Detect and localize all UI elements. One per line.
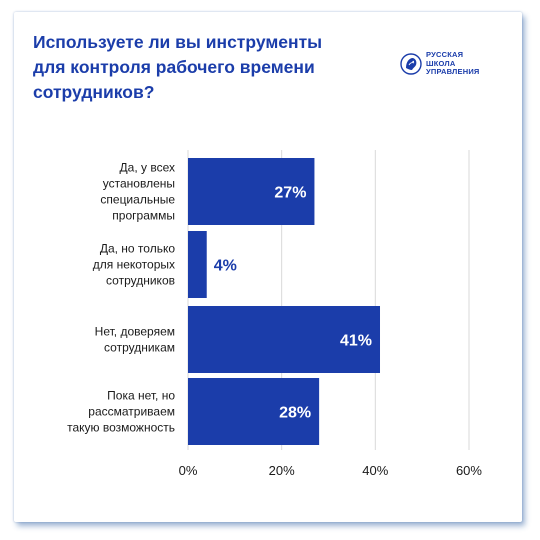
category-label: Пока нет, но рассматриваем такую возможнос… (67, 389, 175, 435)
chart-title: Используете ли вы инструменты для контро… (33, 30, 353, 105)
category-label-line: рассматриваем (88, 405, 175, 419)
bar (188, 378, 320, 445)
chart-title-line-2: для контроля рабочего времени (33, 57, 315, 77)
category-labels: Да, у всех установлены специальные программ… (67, 161, 175, 435)
value-label: 28% (279, 405, 311, 422)
bar (188, 306, 381, 373)
category-label-line: Да, но только (100, 242, 176, 256)
category-label-line: для некоторых (93, 258, 175, 272)
x-tick-label: 20% (269, 463, 295, 478)
chart-title-line-3: сотрудников? (33, 82, 155, 102)
bar (188, 231, 207, 298)
category-label: Да, но только для некоторых сотрудников (93, 242, 176, 288)
brand-logo-line-2: ШКОЛА (426, 58, 456, 68)
brand-logo-line-1: РУССКАЯ (426, 50, 464, 60)
value-label: 41% (340, 333, 372, 350)
bars: 27% 4% 41% 28% (188, 158, 381, 445)
x-tick-label: 60% (456, 463, 482, 478)
x-tick-label: 0% (179, 463, 198, 478)
brand-logo-line-3: УПРАВЛЕНИЯ (426, 67, 480, 77)
category-label-line: такую возможность (67, 421, 175, 435)
category-label-line: сотрудникам (104, 341, 175, 355)
category-label-line: Да, у всех (120, 161, 175, 175)
chart-title-line-1: Используете ли вы инструменты (33, 32, 323, 52)
category-label-line: сотрудников (106, 274, 175, 288)
x-tick-label: 40% (362, 463, 388, 478)
category-label-line: программы (112, 209, 175, 223)
lion-head-logo-icon (400, 53, 422, 75)
category-label-line: установлены (103, 177, 175, 191)
category-label: Да, у всех установлены специальные программ… (100, 161, 175, 223)
category-label-line: Нет, доверяем (95, 325, 175, 339)
bar (188, 158, 315, 225)
category-label-line: Пока нет, но (107, 389, 175, 403)
x-axis-ticks: 0% 20% 40% 60% (179, 463, 483, 478)
category-label: Нет, доверяем сотрудникам (95, 325, 175, 355)
value-label: 27% (274, 185, 306, 202)
category-label-line: специальные (100, 193, 175, 207)
brand-logo-text: РУССКАЯ ШКОЛА УПРАВЛЕНИЯ (426, 51, 480, 77)
brand-logo: РУССКАЯ ШКОЛА УПРАВЛЕНИЯ (400, 46, 500, 82)
value-label: 4% (214, 258, 237, 275)
